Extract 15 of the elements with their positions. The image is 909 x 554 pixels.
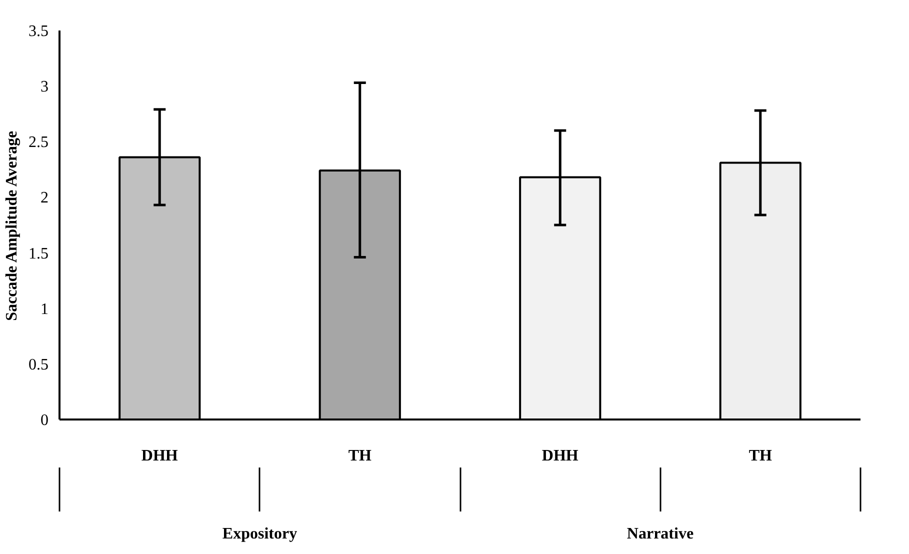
- y-tick-label: 1: [40, 300, 48, 318]
- y-tick-label: 0: [40, 412, 48, 429]
- x-tick-label: DHH: [542, 448, 579, 464]
- x-tick-label: TH: [748, 448, 772, 464]
- text: Narrative: [626, 526, 694, 542]
- y-axis-title: Saccade Amplitude Average: [4, 130, 20, 321]
- y-tick-label: 1.5: [28, 245, 48, 262]
- y-tick-label: 2: [40, 190, 48, 207]
- x-tick-label: TH: [348, 448, 372, 464]
- x-tick-label: DHH: [141, 448, 178, 464]
- y-tick-label: 0.5: [28, 356, 48, 374]
- y-tick-label: 3.5: [28, 23, 48, 40]
- y-tick-label: 3: [40, 78, 48, 96]
- y-tick-label: 2.5: [28, 134, 48, 152]
- text: Expository: [222, 526, 298, 542]
